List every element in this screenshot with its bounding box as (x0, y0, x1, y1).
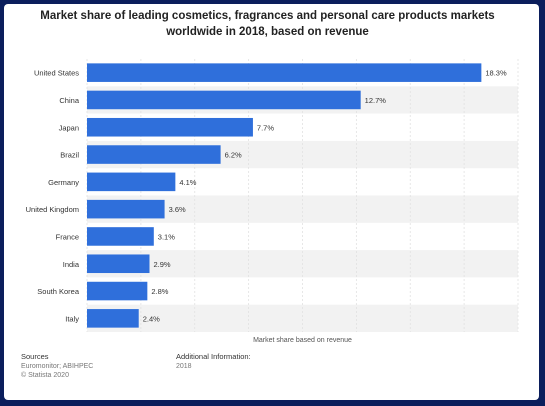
value-label: 4.1% (179, 178, 196, 187)
category-label: India (63, 260, 80, 269)
value-label: 6.2% (225, 151, 242, 160)
bar (87, 309, 139, 328)
sources-line-2: © Statista 2020 (21, 372, 69, 379)
chart-title-line-2: worldwide in 2018, based on revenue (166, 26, 369, 38)
bar (87, 145, 221, 164)
category-label: Germany (48, 178, 79, 187)
sources-line-1: Euromonitor; ABIHPEC (21, 363, 94, 370)
bar (87, 199, 165, 219)
category-label: Brazil (60, 151, 79, 160)
value-label: 18.3% (485, 69, 507, 78)
category-label: Japan (59, 123, 79, 132)
value-label: 2.4% (143, 314, 160, 323)
chart-title: Market share of leading cosmetics, fragr… (10, 8, 525, 40)
category-label: United States (34, 69, 79, 78)
bar (87, 117, 253, 137)
x-axis-label: Market share based on revenue (253, 337, 352, 344)
additional-info-heading: Additional Information: (176, 352, 251, 361)
bar (87, 281, 148, 301)
additional-info-value: 2018 (176, 363, 192, 370)
bar (87, 90, 361, 110)
additional-info-block: Additional Information: 2018 (176, 352, 251, 371)
value-label: 2.9% (153, 260, 170, 269)
bar (87, 227, 154, 246)
bar (87, 172, 176, 192)
category-label: China (59, 96, 79, 105)
category-label: South Korea (37, 287, 80, 296)
value-label: 3.1% (158, 232, 175, 241)
value-label: 12.7% (365, 96, 387, 105)
value-label: 2.8% (151, 287, 168, 296)
category-label: France (56, 232, 79, 241)
category-label: United Kingdom (26, 205, 79, 214)
sources-block: Sources Euromonitor; ABIHPEC © Statista … (21, 352, 93, 380)
chart-title-line-1: Market share of leading cosmetics, fragr… (40, 10, 495, 22)
bar (87, 63, 482, 82)
category-label: Italy (65, 314, 79, 323)
value-label: 7.7% (257, 123, 274, 132)
sources-heading: Sources (21, 352, 49, 361)
value-label: 3.6% (169, 205, 186, 214)
bar (87, 254, 150, 274)
